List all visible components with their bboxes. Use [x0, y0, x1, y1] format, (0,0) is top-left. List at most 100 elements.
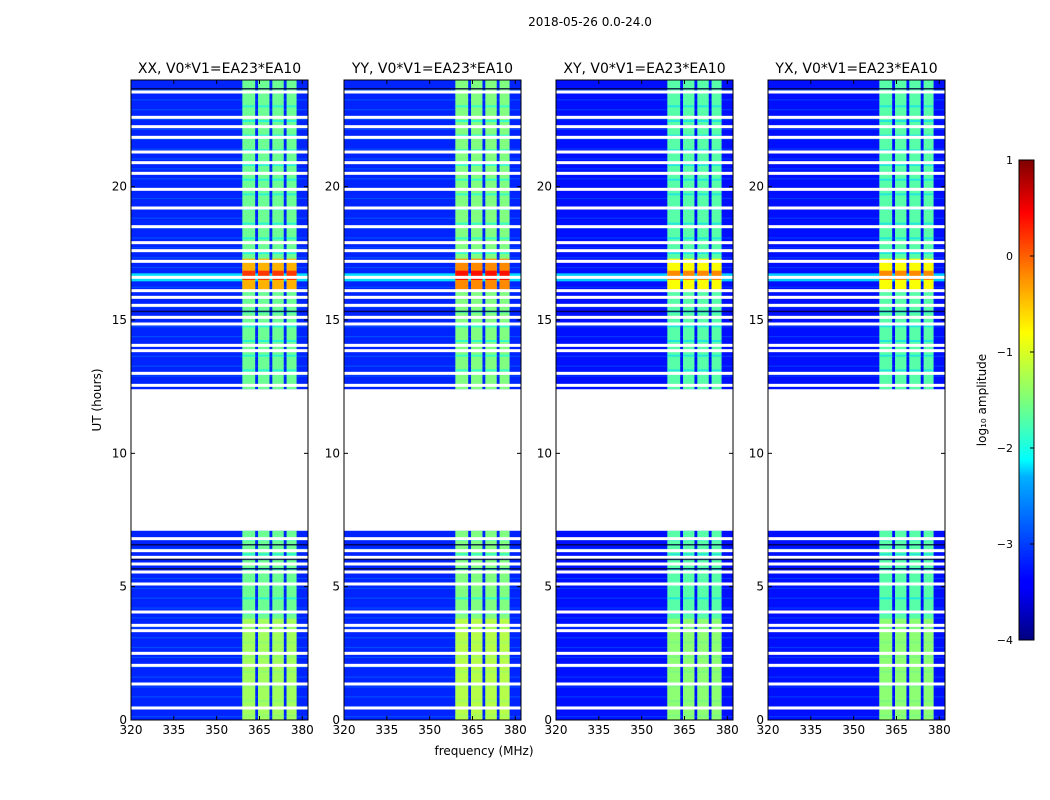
rfi-texture — [909, 134, 921, 137]
no-data-gap — [131, 389, 308, 531]
rfi-texture — [272, 222, 284, 225]
noise-row — [344, 89, 521, 91]
flagged-row — [344, 115, 521, 119]
flagged-row — [131, 187, 308, 191]
panel-frame — [130, 79, 309, 721]
noise-row — [344, 138, 521, 140]
noise-row — [131, 617, 308, 619]
rfi-low-block — [895, 618, 907, 720]
rfi-texture — [711, 105, 722, 108]
x-tick-label: 335 — [587, 723, 610, 737]
dark-row — [556, 88, 733, 90]
rfi-burst-peak — [499, 270, 510, 280]
no-data-gap — [344, 389, 521, 531]
noise-row — [556, 118, 733, 121]
rfi-texture — [697, 340, 709, 342]
rfi-texture — [242, 149, 256, 152]
noise-row — [131, 217, 308, 219]
rfi-texture — [711, 354, 722, 357]
noise-row — [768, 237, 945, 239]
rfi-texture — [499, 120, 510, 122]
rfi-texture — [879, 149, 893, 152]
flagged-row — [556, 249, 733, 253]
rfi-texture — [258, 193, 270, 196]
rfi-texture — [471, 134, 483, 137]
x-tick-label: 380 — [291, 723, 314, 737]
rfi-texture — [242, 354, 256, 357]
rfi-texture — [286, 149, 297, 152]
flagged-row — [768, 289, 945, 293]
noise-row — [556, 148, 733, 150]
noise-row — [131, 365, 308, 367]
rfi-texture — [286, 354, 297, 357]
flagged-row — [131, 555, 308, 559]
noise-row — [768, 217, 945, 219]
rfi-texture — [455, 134, 469, 137]
panel-frame — [555, 79, 734, 721]
noise-row — [556, 637, 733, 639]
noise-row — [556, 237, 733, 239]
noise-row — [556, 257, 733, 259]
rfi-low-block — [909, 618, 921, 720]
flagged-row — [768, 249, 945, 253]
flagged-row — [556, 187, 733, 191]
noise-row — [768, 548, 945, 550]
rfi-texture — [667, 178, 681, 181]
flagged-row — [131, 249, 308, 253]
rfi-texture — [667, 222, 681, 225]
rfi-burst-peak — [258, 270, 270, 280]
rfi-texture — [895, 597, 907, 600]
x-tick-label: 380 — [928, 723, 951, 737]
flagged-row — [768, 343, 945, 347]
rfi-texture — [242, 164, 256, 166]
rfi-texture — [485, 369, 497, 372]
rfi-texture — [879, 178, 893, 181]
flagged-row — [131, 682, 308, 686]
rfi-burst-peak — [471, 270, 483, 280]
rfi-texture — [697, 120, 709, 122]
noise-row — [556, 666, 733, 668]
noise-row — [344, 587, 521, 589]
flagged-row — [768, 682, 945, 686]
noise-row — [131, 637, 308, 639]
rfi-texture — [471, 597, 483, 600]
dark-row — [131, 310, 308, 313]
rfi-texture — [909, 252, 921, 254]
rfi-texture — [485, 149, 497, 152]
rfi-texture — [923, 553, 934, 556]
rfi-texture — [286, 252, 297, 254]
noise-row — [768, 99, 945, 101]
rfi-texture — [909, 237, 921, 240]
rfi-texture — [879, 222, 893, 225]
rfi-texture — [909, 553, 921, 556]
rfi-texture — [697, 222, 709, 225]
noise-row — [131, 118, 308, 121]
rfi-texture — [711, 252, 722, 254]
y-tick-label: 15 — [112, 313, 127, 327]
x-tick-label: 335 — [162, 723, 185, 737]
rfi-texture — [879, 354, 893, 357]
x-tick-label: 365 — [248, 723, 271, 737]
rfi-texture — [697, 134, 709, 137]
rfi-texture — [471, 237, 483, 240]
dark-row — [131, 88, 308, 90]
noise-row — [344, 266, 521, 269]
rfi-texture — [697, 252, 709, 254]
rfi-texture — [909, 597, 921, 600]
rfi-texture — [471, 222, 483, 225]
panel-4: YX, V0*V1=EA23*EA10 320 335 350 365 380 0 5 10 15… — [749, 61, 951, 737]
flagged-row — [768, 371, 945, 375]
flagged-row — [131, 115, 308, 119]
rfi-texture — [895, 134, 907, 137]
noise-row — [344, 128, 521, 130]
dark-row — [344, 568, 521, 570]
noise-row — [556, 656, 733, 658]
noise-row — [768, 168, 945, 170]
rfi-texture — [272, 597, 284, 600]
rfi-texture — [683, 597, 695, 600]
noise-row — [131, 646, 308, 649]
rfi-texture — [455, 222, 469, 225]
flagged-row — [344, 682, 521, 686]
rfi-texture — [471, 164, 483, 166]
